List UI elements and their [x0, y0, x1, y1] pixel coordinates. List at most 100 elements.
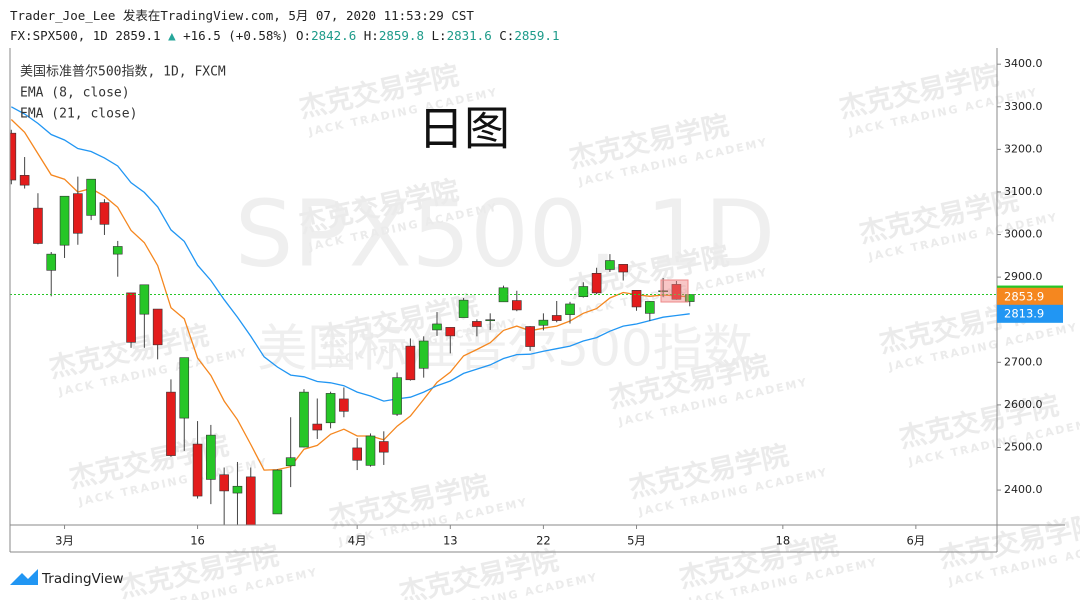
- candle-body: [352, 447, 362, 461]
- candle-body: [10, 132, 17, 181]
- candle-body: [299, 391, 309, 448]
- y-tick-label: 3300.0: [1004, 100, 1043, 113]
- y-tick-label: 3200.0: [1004, 142, 1043, 155]
- candle-body: [671, 284, 682, 300]
- y-tick-label: 2700.0: [1004, 355, 1043, 368]
- ema-price-tag-bg: [997, 304, 1063, 323]
- y-tick-label: 3100.0: [1004, 185, 1043, 198]
- drawing-rect: [660, 279, 689, 303]
- open-value: 2842.6: [311, 28, 357, 43]
- candle-body: [365, 435, 376, 466]
- y-tick-label: 2600.0: [1004, 398, 1043, 411]
- candle-body: [525, 326, 535, 347]
- y-tick-label: 2400.0: [1004, 483, 1043, 496]
- x-tick-label: 18: [776, 534, 791, 548]
- high-label: H:: [363, 28, 379, 43]
- candle-body: [206, 434, 216, 480]
- candle-body: [392, 377, 402, 415]
- x-tick-label: 4月: [348, 534, 367, 548]
- ema-price-tag: 2853.9: [1004, 289, 1044, 303]
- y-tick-label: 3400.0: [1004, 57, 1043, 70]
- candle-body: [86, 178, 96, 216]
- author-line: Trader_Joe_Lee 发表在TradingView.com, 5月 07…: [10, 8, 474, 23]
- x-tick-label: 13: [443, 534, 458, 548]
- header: Trader_Joe_Lee 发表在TradingView.com, 5月 07…: [10, 6, 559, 46]
- candle-body: [232, 485, 243, 494]
- candle-body: [445, 327, 456, 337]
- candle-body: [312, 423, 323, 431]
- close-value: 2859.1: [514, 28, 560, 43]
- logo-icon: [10, 569, 38, 585]
- candle-body: [658, 290, 668, 293]
- y-tick-label: 2500.0: [1004, 440, 1043, 453]
- candle-body: [73, 193, 83, 234]
- candle-body: [472, 321, 482, 327]
- symbol: FX:SPX500, 1D: [10, 28, 108, 43]
- candle-body: [325, 393, 336, 424]
- low-label: L:: [431, 28, 447, 43]
- up-arrow: ▲: [168, 28, 176, 43]
- candle-body: [565, 303, 575, 315]
- annotation: 日图: [418, 102, 510, 156]
- candle-body: [405, 345, 416, 381]
- candle-body: [59, 195, 70, 246]
- plot-area: [10, 106, 997, 525]
- y-tick-label: 2900.0: [1004, 270, 1043, 283]
- candle-body: [179, 357, 190, 419]
- candle-body: [578, 286, 589, 298]
- candle-body: [432, 323, 442, 331]
- close-label: C:: [499, 28, 515, 43]
- ema-price-tag-bg: [997, 287, 1063, 306]
- candle-body: [458, 299, 469, 318]
- candle-body: [378, 441, 389, 453]
- candle-body: [219, 474, 229, 492]
- low-value: 2831.6: [446, 28, 492, 43]
- candle-body: [631, 290, 642, 308]
- candle-body: [591, 272, 602, 294]
- candle-body: [33, 207, 43, 244]
- candle-body: [152, 308, 163, 346]
- x-tick-label: 16: [190, 534, 205, 548]
- candle-body: [192, 443, 203, 497]
- candle-body: [166, 391, 176, 456]
- candle-body: [139, 284, 150, 315]
- candle-body: [46, 253, 57, 271]
- last-price: 2859.1: [115, 28, 161, 43]
- x-tick-label: 6月: [906, 534, 925, 548]
- candle-body: [605, 260, 615, 270]
- quote-line: FX:SPX500, 1D 2859.1 ▲ +16.5 (+0.58%) O:…: [10, 26, 559, 46]
- candle-body: [272, 469, 283, 515]
- high-value: 2859.8: [378, 28, 424, 43]
- ema-price-tag: 2813.9: [1004, 306, 1044, 320]
- candle-body: [684, 294, 695, 302]
- legend-title: 美国标准普尔500指数, 1D, FXCM: [20, 65, 226, 80]
- candle-body: [485, 319, 495, 322]
- candle-body: [618, 264, 629, 273]
- candle-body: [112, 246, 123, 255]
- y-tick-label: 3000.0: [1004, 228, 1043, 241]
- legend-entry: EMA (8, close): [20, 86, 130, 101]
- candle-body: [645, 301, 655, 314]
- candle-body: [418, 340, 429, 369]
- candle-body: [285, 457, 296, 467]
- candle-body: [99, 202, 110, 225]
- candle-body: [512, 300, 522, 311]
- x-tick-label: 5月: [627, 534, 646, 548]
- candle-body: [538, 319, 549, 326]
- ema-line: [10, 119, 690, 471]
- open-label: O:: [296, 28, 312, 43]
- symbol-watermark: SPX500, 1D: [235, 180, 775, 287]
- name-watermark: 美国标准普尔500指数: [257, 320, 752, 378]
- x-tick-label: 3月: [55, 534, 74, 548]
- logo-text: TradingView: [41, 571, 124, 587]
- legend-entry: EMA (21, close): [20, 107, 137, 122]
